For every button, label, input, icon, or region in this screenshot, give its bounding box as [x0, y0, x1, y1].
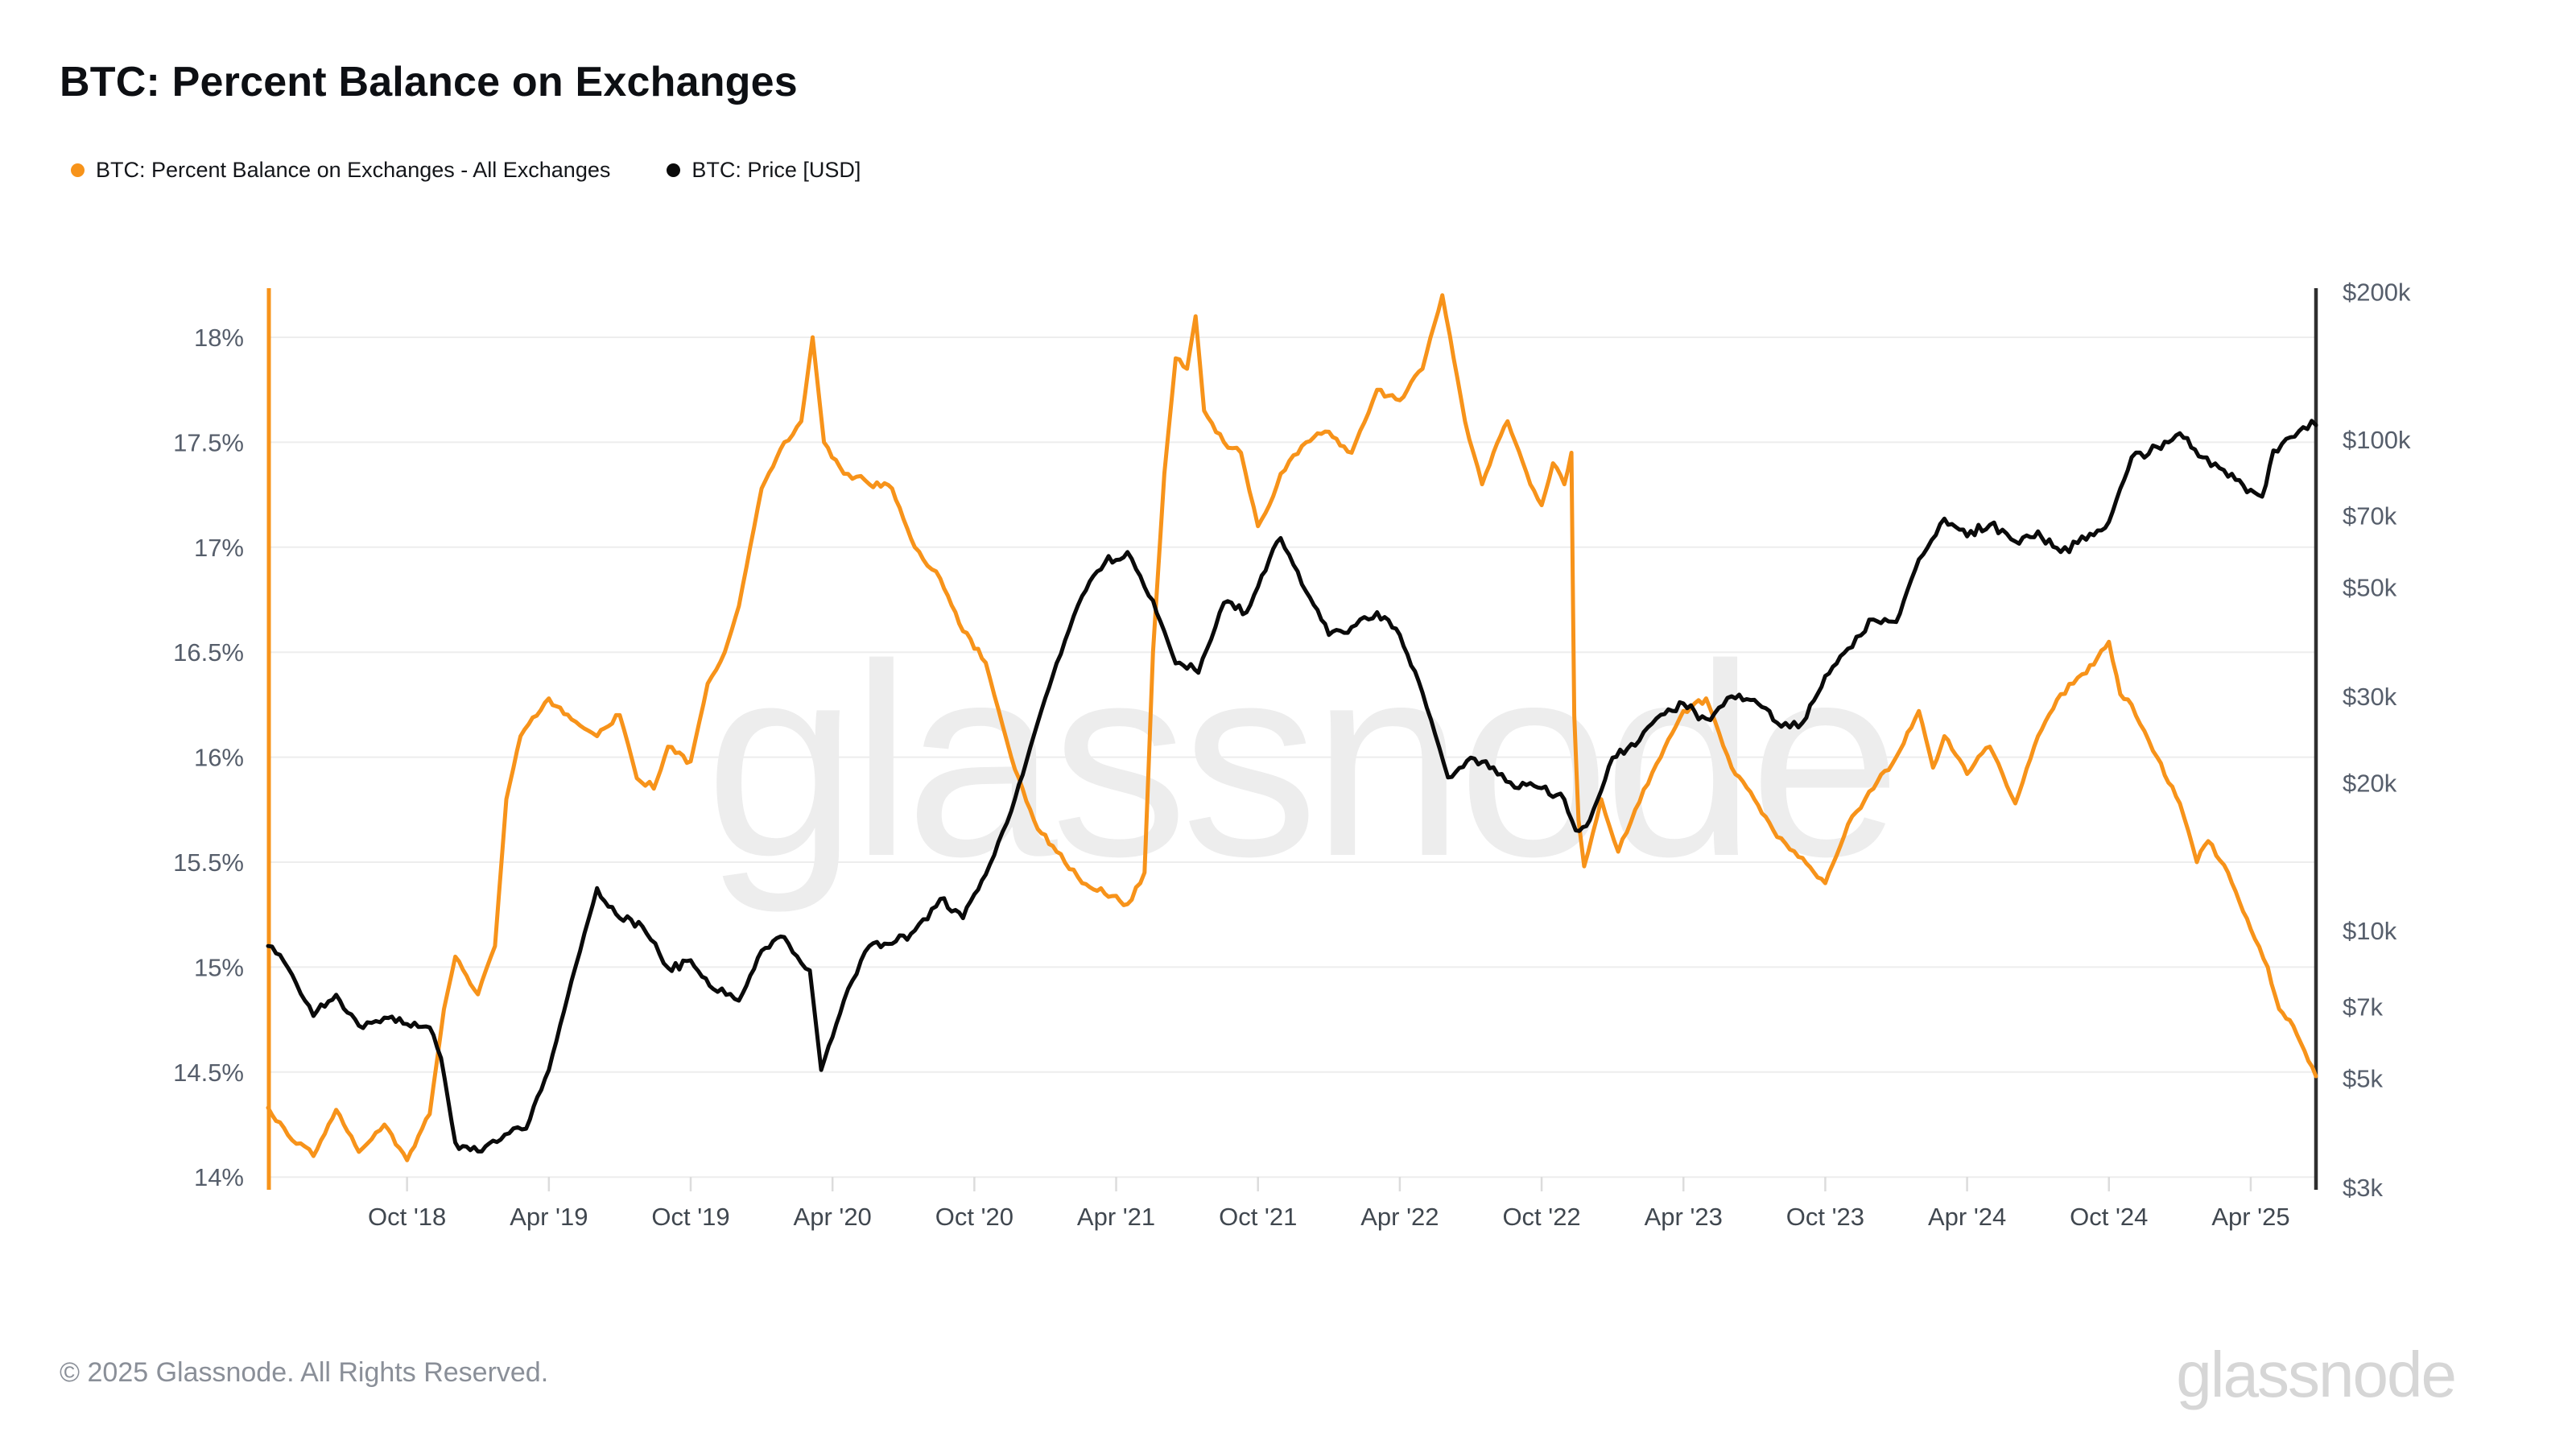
black-series-dot-icon [667, 163, 681, 177]
x-tick-label: Apr '21 [1077, 1203, 1155, 1231]
price-series-line[interactable] [266, 419, 2318, 1154]
y-right-tick-label: $30k [2343, 683, 2397, 711]
y-left-tick-label: 16% [194, 744, 244, 772]
legend-item-price[interactable]: BTC: Price [USD] [667, 158, 861, 183]
y-right-tick-label: $100k [2343, 426, 2411, 454]
axes [266, 288, 2318, 1191]
y-left-tick-label: 15.5% [173, 848, 244, 877]
y-right-tick-label: $10k [2343, 917, 2397, 945]
footer-copyright: © 2025 Glassnode. All Rights Reserved. [60, 1357, 549, 1388]
x-tick-label: Apr '20 [794, 1203, 872, 1231]
x-tick-label: Apr '24 [1928, 1203, 2006, 1231]
x-tick-label: Apr '23 [1645, 1203, 1723, 1231]
y-left-tick-label: 14.5% [173, 1059, 244, 1087]
legend: BTC: Percent Balance on Exchanges - All … [71, 158, 861, 183]
watermark-text: glassnode [705, 608, 1895, 914]
y-right-tick-label: $70k [2343, 502, 2397, 530]
x-tick-label: Oct '18 [368, 1203, 446, 1231]
y-left-tick-label: 18% [194, 324, 244, 352]
x-tick-label: Apr '22 [1360, 1203, 1439, 1231]
y-left-tick-label: 15% [194, 953, 244, 981]
glassnode-logo: glassnode [2176, 1339, 2457, 1410]
x-tick-label: Oct '22 [1502, 1203, 1580, 1231]
x-tick-label: Apr '25 [2211, 1203, 2289, 1231]
percent-balance-series-line[interactable] [266, 293, 2318, 1162]
y-right-tick-label: $200k [2343, 278, 2411, 306]
y-right-tick-label: $5k [2343, 1065, 2383, 1093]
page-title: BTC: Percent Balance on Exchanges [60, 59, 798, 105]
y-right-tick-label: $7k [2343, 993, 2383, 1021]
legend-item-percent-balance[interactable]: BTC: Percent Balance on Exchanges - All … [71, 158, 610, 183]
y-right-tick-label: $20k [2343, 769, 2397, 797]
y-left-tick-label: 14% [194, 1163, 244, 1191]
legend-item-label: BTC: Percent Balance on Exchanges - All … [96, 158, 611, 182]
y-left-tick-label: 17.5% [173, 428, 244, 456]
x-tick-label: Apr '19 [510, 1203, 588, 1231]
x-tick-label: Oct '21 [1219, 1203, 1297, 1231]
x-tick-label: Oct '19 [651, 1203, 729, 1231]
gridlines [268, 336, 2316, 1178]
legend-item-label: BTC: Price [USD] [691, 158, 861, 182]
y-left-tick-label: 16.5% [173, 638, 244, 667]
y-right-tick-label: $50k [2343, 574, 2397, 602]
orange-series-dot-icon [71, 163, 85, 177]
axis-labels: 18% 17.5% 17% 16.5% 16% 15.5% 15% 14.5% 14% $200k… [173, 278, 2411, 1231]
x-tick-label: Oct '24 [2070, 1203, 2148, 1231]
x-tick-label: Oct '20 [935, 1203, 1013, 1231]
y-left-tick-label: 17% [194, 534, 244, 562]
x-tick-label: Oct '23 [1786, 1203, 1864, 1231]
y-right-tick-label: $3k [2343, 1174, 2383, 1202]
series-lines [266, 293, 2318, 1162]
